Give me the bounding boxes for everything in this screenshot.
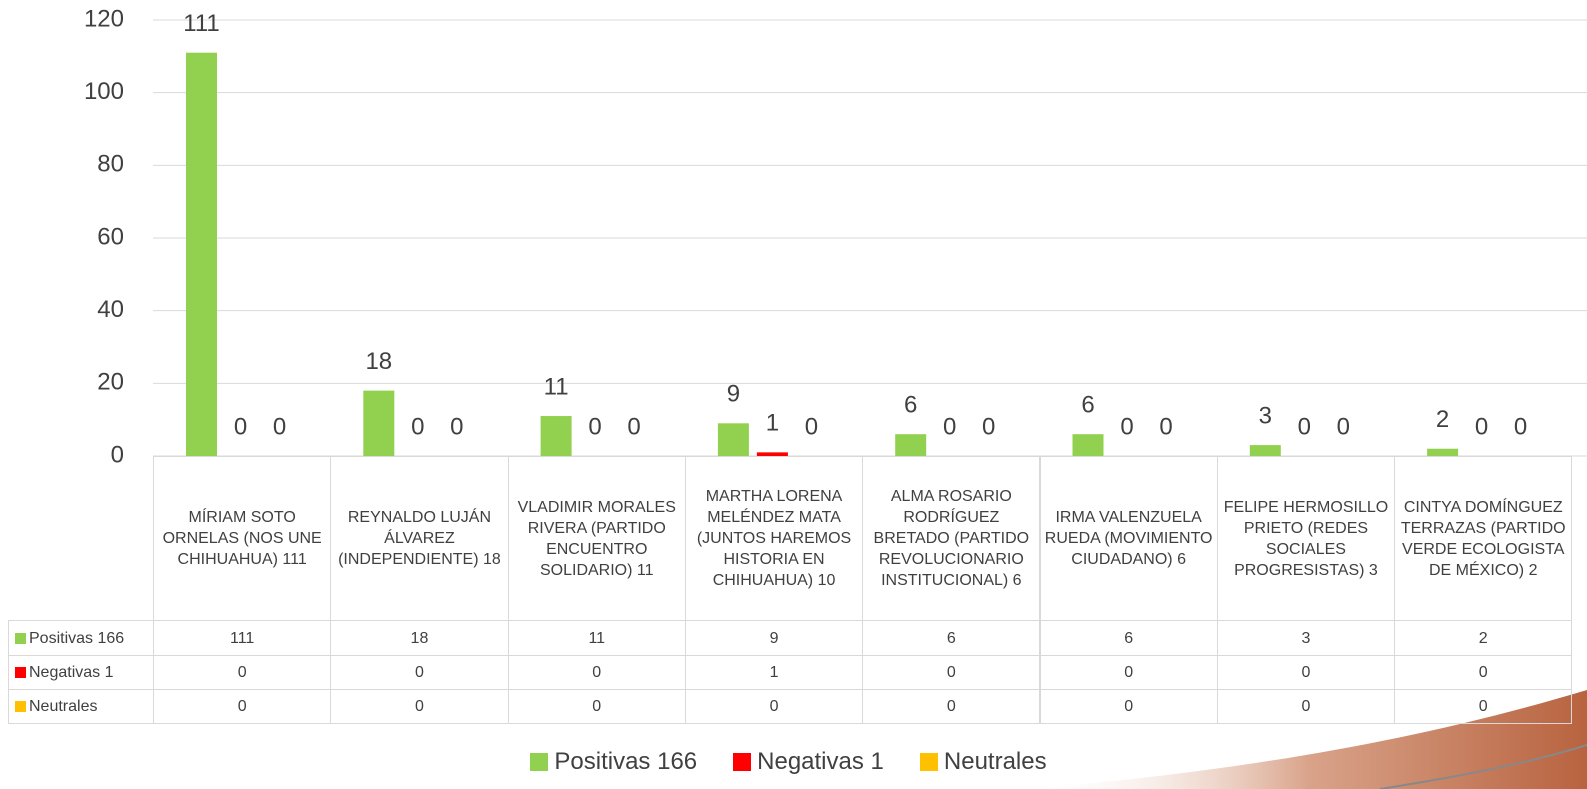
- category-label: VLADIMIR MORALES RIVERA (PARTIDO ENCUENT…: [508, 456, 686, 621]
- table-value: 6: [862, 620, 1040, 656]
- table-value: 111: [153, 620, 331, 656]
- table-value: 0: [1040, 655, 1218, 690]
- data-label: 0: [805, 413, 818, 440]
- page: {"chart_data": {"type": "bar", "categori…: [0, 0, 1587, 789]
- data-label: 0: [273, 413, 286, 440]
- table-value: 0: [862, 655, 1040, 690]
- series-row-label: Neutrales: [8, 689, 154, 724]
- data-label: 11: [544, 373, 569, 400]
- bar: [1250, 445, 1281, 456]
- data-label: 0: [1475, 413, 1488, 440]
- legend-key: [733, 753, 751, 771]
- y-tick-label: 120: [84, 5, 124, 32]
- category-label: ALMA ROSARIO RODRÍGUEZ BRETADO (PARTIDO …: [862, 456, 1040, 621]
- category-label: REYNALDO LUJÁN ÁLVAREZ (INDEPENDIENTE) 1…: [330, 456, 508, 621]
- table-value: 0: [862, 689, 1040, 724]
- series-name: Negativas 1: [29, 662, 114, 683]
- legend-key: [920, 753, 938, 771]
- data-label: 0: [982, 413, 995, 440]
- category-label: MARTHA LORENA MELÉNDEZ MATA (JUNTOS HARE…: [685, 456, 863, 621]
- bar: [718, 423, 749, 456]
- table-value: 0: [330, 655, 508, 690]
- bar: [895, 434, 926, 456]
- data-label: 0: [627, 413, 640, 440]
- data-label: 0: [411, 413, 424, 440]
- bar: [186, 53, 217, 456]
- table-value: 0: [1217, 689, 1395, 724]
- data-label: 0: [234, 413, 247, 440]
- table-value: 0: [1040, 689, 1218, 724]
- y-tick-label: 0: [111, 441, 124, 468]
- legend-key: [15, 633, 26, 644]
- legend-key: [15, 701, 26, 712]
- legend-item: Neutrales: [920, 748, 1047, 776]
- data-label: 1: [766, 410, 779, 437]
- data-label: 6: [904, 392, 917, 419]
- table-value: 0: [1394, 689, 1572, 724]
- table-value: 0: [685, 689, 863, 724]
- bar: [363, 391, 394, 456]
- category-label: MÍRIAM SOTO ORNELAS (NOS UNE CHIHUAHUA) …: [153, 456, 331, 621]
- table-value: 9: [685, 620, 863, 656]
- y-tick-label: 80: [97, 151, 124, 178]
- table-value: 0: [1394, 655, 1572, 690]
- data-label: 0: [450, 413, 463, 440]
- data-label: 0: [1159, 413, 1172, 440]
- data-label: 0: [1514, 413, 1527, 440]
- series-name: Neutrales: [29, 696, 97, 717]
- y-tick-label: 40: [97, 296, 124, 323]
- data-label: 0: [1337, 413, 1350, 440]
- table-value: 0: [508, 655, 686, 690]
- table-value: 3: [1217, 620, 1395, 656]
- table-value: 11: [508, 620, 686, 656]
- table-value: 2: [1394, 620, 1572, 656]
- legend-label: Negativas 1: [757, 748, 884, 776]
- y-tick-label: 60: [97, 223, 124, 250]
- series-row-label: Positivas 166: [8, 620, 154, 656]
- legend-key: [530, 753, 548, 771]
- data-label: 2: [1436, 406, 1449, 433]
- y-tick-label: 100: [84, 78, 124, 105]
- data-label: 111: [183, 10, 219, 37]
- bar: [1427, 449, 1458, 456]
- data-label: 3: [1259, 402, 1272, 429]
- legend: Positivas 166 Negativas 1 Neutrales: [0, 748, 1587, 776]
- legend-label: Neutrales: [944, 748, 1047, 776]
- y-tick-label: 20: [97, 369, 124, 396]
- data-label: 0: [1120, 413, 1133, 440]
- bar: [541, 416, 572, 456]
- series-row-label: Negativas 1: [8, 655, 154, 690]
- data-label: 0: [588, 413, 601, 440]
- bar: [1073, 434, 1104, 456]
- legend-label: Positivas 166: [554, 748, 697, 776]
- category-label: IRMA VALENZUELA RUEDA (MOVIMIENTO CIUDAD…: [1040, 456, 1218, 621]
- category-label: CINTYA DOMÍNGUEZ TERRAZAS (PARTIDO VERDE…: [1394, 456, 1572, 621]
- legend-item: Positivas 166: [530, 748, 697, 776]
- table-value: 18: [330, 620, 508, 656]
- category-label: FELIPE HERMOSILLO PRIETO (REDES SOCIALES…: [1217, 456, 1395, 621]
- data-label: 18: [365, 348, 392, 375]
- table-value: 0: [153, 655, 331, 690]
- data-label: 6: [1081, 392, 1094, 419]
- table-value: 0: [508, 689, 686, 724]
- table-value: 0: [153, 689, 331, 724]
- table-value: 0: [1217, 655, 1395, 690]
- table-value: 0: [330, 689, 508, 724]
- data-label: 9: [727, 381, 740, 408]
- data-label: 0: [943, 413, 956, 440]
- series-name: Positivas 166: [29, 628, 124, 649]
- table-value: 6: [1040, 620, 1218, 656]
- table-value: 1: [685, 655, 863, 690]
- legend-key: [15, 667, 26, 678]
- legend-item: Negativas 1: [733, 748, 884, 776]
- data-label: 0: [1298, 413, 1311, 440]
